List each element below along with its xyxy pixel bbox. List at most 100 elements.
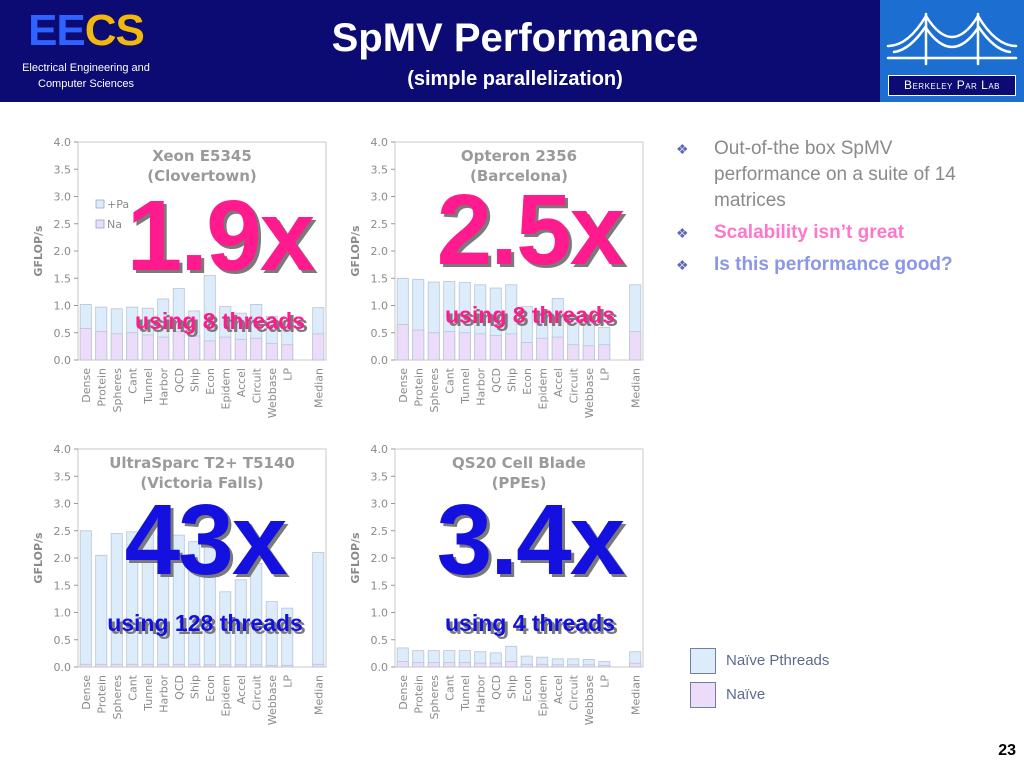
- bar-na-ve-epidem: [536, 663, 549, 668]
- bar-na-ve-ship: [188, 335, 201, 361]
- x-tick-label: Econ: [204, 675, 217, 702]
- bar-na-ve-dense: [396, 661, 409, 668]
- bar-na-ve-qcd: [172, 663, 185, 668]
- x-tick-label: Econ: [204, 368, 217, 395]
- x-tick-label: Dense: [80, 675, 93, 710]
- bar-na-ve-accel: [551, 336, 564, 361]
- y-tick-label: 3.0: [54, 191, 72, 204]
- legend-label-naive: Naïve: [726, 686, 766, 703]
- y-tick-label: 0.5: [54, 634, 72, 647]
- bar-na-ve-median: [312, 663, 325, 668]
- y-tick-label: 0.0: [54, 354, 72, 367]
- bridge-icon: [886, 12, 1018, 66]
- speedup-xeon: 1.9x: [126, 180, 316, 292]
- x-tick-label: LP: [598, 675, 611, 688]
- chart-cell-svg: 0.0 0.5 1.0 1.5 2.0 2.5 3.0 3.5 4.0 GFLOP/s Dense P…: [349, 443, 644, 725]
- chart-legend: Naïve Pthreads Naïve: [690, 648, 890, 716]
- x-tick-label: Harbor: [474, 368, 487, 406]
- logo-subtitle-line2: Computer Sciences: [38, 78, 134, 90]
- legend-swatch-naive-pthreads: [690, 648, 716, 674]
- chart-xeon-svg: 0.0 0.5 1.0 1.5 2.0 2.5 3.0 3.5 4.0 GFLOP/s Dense P…: [32, 136, 327, 418]
- x-tick-label: Circuit: [567, 674, 580, 710]
- speedup-opteron: 2.5x: [436, 174, 626, 286]
- x-tick-label: Median: [312, 368, 325, 408]
- chart-ultrasparc: 0.0 0.5 1.0 1.5 2.0 2.5 3.0 3.5 4.0 GFLOP/s Dense P…: [28, 437, 338, 737]
- bar-na-ve-epidem: [219, 336, 232, 361]
- x-tick-label: Epidem: [219, 675, 232, 716]
- bullet-list: ❖ Out-of-the box SpMV performance on a su…: [676, 136, 996, 284]
- bar-na-ve-qcd: [172, 331, 185, 361]
- x-tick-label: Tunnel: [142, 675, 155, 712]
- x-tick-label: Epidem: [219, 368, 232, 409]
- x-tick-label: Accel: [552, 675, 565, 704]
- x-tick-label: Webbase: [266, 368, 279, 418]
- x-tick-label: Accel: [235, 368, 248, 397]
- eecs-logo: EECS Electrical Engineering and Computer…: [10, 6, 162, 96]
- bar-na-ve-protein: [412, 329, 425, 361]
- bar-na-ve-ship: [505, 661, 518, 668]
- y-tick-label: 4.0: [371, 443, 389, 456]
- x-tick-label: Protein: [412, 368, 425, 407]
- x-tick-label: Accel: [552, 368, 565, 397]
- bullet-item: ❖ Scalability isn’t great: [676, 220, 996, 246]
- chart-subtitle: (Barcelona): [470, 167, 568, 185]
- x-tick-label: Ship: [188, 368, 201, 392]
- bar-na-ve-qcd: [489, 335, 502, 361]
- y-tick-label: 0.5: [371, 327, 389, 340]
- inner-legend-swatch: [95, 199, 105, 209]
- slide-subtitle: (simple parallelization): [407, 68, 623, 90]
- y-axis-label: GFLOP/s: [349, 225, 362, 277]
- bar-na-ve-accel: [234, 664, 247, 668]
- y-tick-label: 2.0: [54, 552, 72, 565]
- x-tick-label: Protein: [95, 675, 108, 714]
- x-tick-label: Protein: [95, 368, 108, 407]
- speedup-ultrasparc: 43x: [124, 484, 288, 596]
- x-tick-label: QCD: [490, 368, 503, 393]
- bar-na-ve-harbor: [157, 663, 170, 668]
- speedup-cell-caption: using 4 threads: [445, 610, 615, 636]
- bar-na-ve-tunnel: [141, 334, 154, 361]
- bar-na-ve-lp: [281, 344, 294, 361]
- bar-na-ve-cant: [443, 662, 456, 668]
- y-tick-label: 3.0: [54, 498, 72, 511]
- bar-na-ve-circuit: [250, 664, 263, 668]
- legend-label-naive-pthreads: Naïve Pthreads: [726, 652, 830, 669]
- chart-ultrasparc-svg: 0.0 0.5 1.0 1.5 2.0 2.5 3.0 3.5 4.0 GFLOP/s Dense P…: [32, 443, 327, 725]
- bar-na-ve-circuit: [567, 344, 580, 361]
- y-tick-label: 0.0: [54, 661, 72, 674]
- x-tick-label: Epidem: [536, 368, 549, 409]
- eecs-logo-subtitle: Electrical Engineering and Computer Scie…: [10, 60, 162, 92]
- y-tick-label: 1.0: [54, 607, 72, 620]
- bar-na-ve-circuit: [250, 337, 263, 361]
- bar-na-ve-spheres: [110, 663, 123, 668]
- bar-na-ve-spheres: [110, 333, 123, 361]
- chart-xeon: 0.0 0.5 1.0 1.5 2.0 2.5 3.0 3.5 4.0 GFLOP/s Dense P…: [28, 130, 338, 430]
- y-tick-label: 3.5: [371, 163, 389, 176]
- bar-na-ve-epidem: [536, 337, 549, 361]
- x-tick-label: Accel: [235, 675, 248, 704]
- bar-na-ve-tunnel: [458, 332, 471, 361]
- x-tick-label: Cant: [443, 367, 456, 393]
- page-number: 23: [998, 742, 1016, 759]
- x-tick-label: Dense: [397, 368, 410, 403]
- bar-na-ve-webbase: [582, 345, 595, 361]
- y-tick-label: 1.5: [371, 579, 389, 592]
- bullet-item: ❖ Is this performance good?: [676, 252, 996, 278]
- y-tick-label: 1.5: [371, 272, 389, 285]
- y-tick-label: 1.0: [54, 300, 72, 313]
- bar-na-ve-lp: [598, 664, 611, 668]
- bullet-text: Out-of-the box SpMV performance on a sui…: [714, 138, 956, 211]
- chart-title: Xeon E5345: [152, 147, 252, 165]
- eecs-logo-letters: EECS: [10, 6, 162, 56]
- chart-opteron-svg: 0.0 0.5 1.0 1.5 2.0 2.5 3.0 3.5 4.0 GFLOP/s Dense P…: [349, 136, 644, 418]
- x-tick-label: QCD: [173, 368, 186, 393]
- diamond-bullet-icon: ❖: [676, 225, 689, 241]
- y-tick-label: 0.0: [371, 661, 389, 674]
- chart-subtitle: (Victoria Falls): [140, 474, 263, 492]
- chart-subtitle: (Clovertown): [147, 167, 257, 185]
- x-tick-label: Median: [312, 675, 325, 715]
- x-tick-label: Median: [629, 368, 642, 408]
- bar-na-ve-accel: [551, 664, 564, 668]
- bar-na-ve-econ: [203, 664, 216, 668]
- bar-na-ve-protein: [95, 663, 108, 668]
